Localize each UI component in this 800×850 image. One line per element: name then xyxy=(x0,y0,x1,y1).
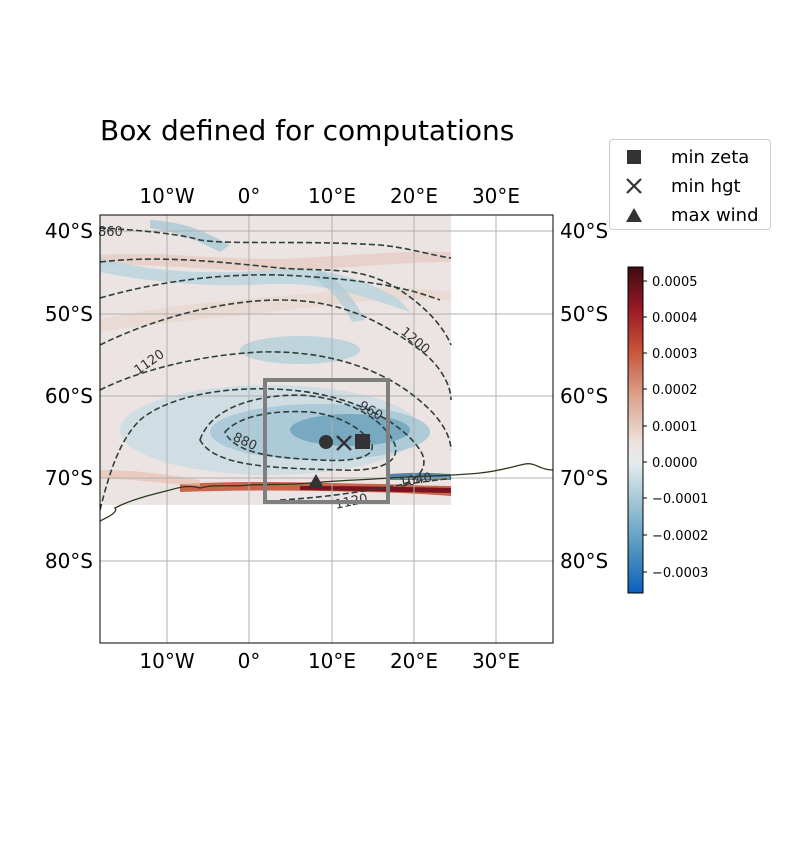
lon-tick: 10°E xyxy=(308,649,356,673)
lat-tick: 80°S xyxy=(45,549,93,573)
legend-item-min-zeta: min zeta xyxy=(610,145,770,169)
colorbar-ramp xyxy=(627,266,644,594)
computation-box xyxy=(263,378,390,504)
lon-tick: 10°W xyxy=(139,649,194,673)
max-wind-marker xyxy=(308,474,324,488)
square-icon xyxy=(627,150,641,164)
lat-tick: 60°S xyxy=(560,384,608,408)
lon-tick: 20°E xyxy=(390,184,438,208)
colorbar-tick: 0.0004 xyxy=(652,311,698,326)
lat-tick: 70°S xyxy=(45,466,93,490)
contour-label: 1040 xyxy=(398,470,433,491)
x-icon xyxy=(626,178,642,194)
lat-tick: 50°S xyxy=(560,302,608,326)
legend-label: max wind xyxy=(671,205,759,226)
colorbar-tick: 0.0001 xyxy=(652,420,698,435)
figure-title: Box defined for computations xyxy=(100,114,515,147)
triangle-icon xyxy=(626,208,642,222)
lat-ticks-right: 40°S 50°S 60°S 70°S 80°S xyxy=(560,219,608,573)
lon-ticks-bottom: 10°W 0° 10°E 20°E 30°E xyxy=(139,649,520,673)
colorbar-tick: −0.0003 xyxy=(652,566,708,581)
lon-tick: 30°E xyxy=(472,184,520,208)
lon-tick: 10°W xyxy=(139,184,194,208)
height-contours xyxy=(100,227,452,511)
lon-ticks-top: 10°W 0° 10°E 20°E 30°E xyxy=(139,184,520,208)
min-zeta-marker xyxy=(355,434,370,449)
center-marker xyxy=(319,435,333,449)
colorbar-tick: −0.0001 xyxy=(652,492,708,507)
lat-tick: 40°S xyxy=(560,219,608,243)
colorbar-tick: 0.0002 xyxy=(652,383,698,398)
gridlines xyxy=(100,215,553,643)
lon-tick: 30°E xyxy=(472,649,520,673)
lon-tick: 0° xyxy=(238,184,261,208)
lat-tick: 80°S xyxy=(560,549,608,573)
legend-item-min-hgt: min hgt xyxy=(610,174,770,198)
lat-tick: 70°S xyxy=(560,466,608,490)
map-frame xyxy=(99,214,554,644)
colorbar-tick: −0.0002 xyxy=(652,529,708,544)
legend-item-max-wind: max wind xyxy=(610,203,770,227)
lon-tick: 10°E xyxy=(308,184,356,208)
legend: min zeta min hgt max wind xyxy=(609,139,771,230)
colorbar: 0.0005 0.0004 0.0003 0.0002 0.0001 0.000… xyxy=(627,266,708,594)
lon-tick: 0° xyxy=(238,649,261,673)
lat-tick: 50°S xyxy=(45,302,93,326)
legend-label: min zeta xyxy=(671,147,750,168)
lat-ticks-left: 40°S 50°S 60°S 70°S 80°S xyxy=(45,219,93,573)
antarctic-coastline xyxy=(99,463,554,522)
lat-tick: 40°S xyxy=(45,219,93,243)
colorbar-tick: 0.0003 xyxy=(652,347,698,362)
lat-tick: 60°S xyxy=(45,384,93,408)
legend-label: min hgt xyxy=(671,176,741,197)
min-hgt-marker xyxy=(336,435,352,451)
colorbar-tick: 0.0000 xyxy=(652,456,698,471)
contour-label: 860 xyxy=(98,225,123,240)
lon-tick: 20°E xyxy=(390,649,438,673)
colorbar-tick: 0.0005 xyxy=(652,275,698,290)
